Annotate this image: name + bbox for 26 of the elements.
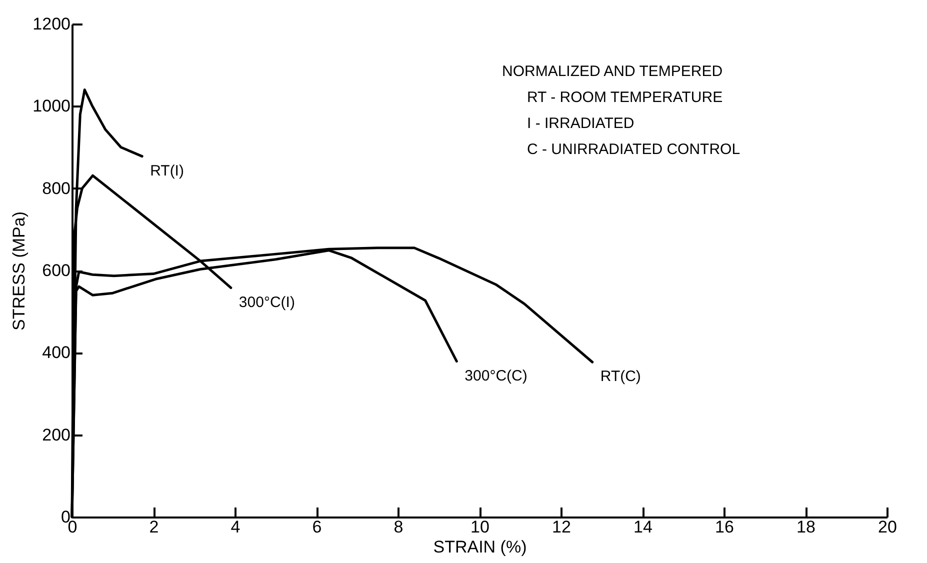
x-tick-label: 6 bbox=[312, 518, 322, 536]
series-label: 300°C(I) bbox=[238, 294, 295, 311]
x-axis-title: STRAIN (%) bbox=[433, 538, 527, 556]
annotation: NORMALIZED AND TEMPERED bbox=[502, 63, 723, 80]
x-tick-label: 2 bbox=[149, 518, 159, 536]
y-tick-label: 400 bbox=[42, 343, 70, 362]
y-tick-label: 800 bbox=[42, 178, 70, 198]
y-axis-title: STRESS (MPa) bbox=[10, 211, 29, 331]
annotation: RT - ROOM TEMPERATURE bbox=[527, 89, 723, 106]
series-label: 300°C(C) bbox=[464, 367, 528, 384]
x-tick-label: 8 bbox=[394, 518, 404, 536]
y-tick-label: 600 bbox=[42, 261, 70, 280]
y-tick-label: 1200 bbox=[32, 14, 70, 34]
series-label: RT(C) bbox=[600, 368, 641, 386]
x-tick-label: 12 bbox=[552, 518, 571, 536]
annotation: I - IRRADIATED bbox=[527, 115, 634, 132]
x-tick-label: 16 bbox=[715, 518, 734, 536]
series-label: RT(I) bbox=[150, 162, 184, 180]
x-tick-label: 14 bbox=[634, 518, 652, 536]
y-tick-label: 200 bbox=[42, 425, 70, 444]
x-tick-label: 18 bbox=[796, 518, 816, 536]
x-tick-label: 10 bbox=[470, 518, 490, 536]
x-tick-label: 4 bbox=[230, 518, 240, 536]
x-tick-label: 20 bbox=[878, 518, 897, 536]
annotation: C - UNIRRADIATED CONTROL bbox=[527, 141, 740, 158]
y-tick-label: 1000 bbox=[32, 96, 70, 116]
